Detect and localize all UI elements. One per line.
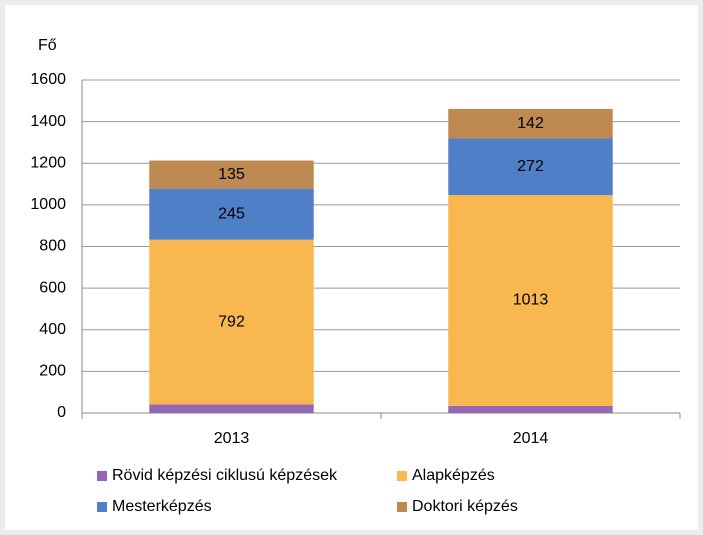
bar-segment [149, 188, 314, 240]
y-tick-label: 0 [57, 404, 66, 421]
bar-segment [149, 404, 314, 413]
legend-swatch [397, 471, 407, 481]
y-axis-label: Fő [38, 37, 57, 54]
data-label: 245 [218, 205, 245, 222]
bar-segment [149, 160, 314, 189]
x-tick-label: 2014 [513, 430, 549, 447]
y-tick-label: 400 [39, 321, 66, 338]
data-label: 792 [218, 313, 245, 330]
y-tick-label: 800 [39, 238, 66, 255]
bar-segment [149, 239, 314, 405]
y-tick-label: 1400 [30, 113, 66, 130]
legend-label: Alapképzés [412, 467, 495, 484]
legend-swatch [97, 502, 107, 512]
bar-segment [448, 195, 613, 406]
bar-segment [448, 405, 613, 413]
y-tick-label: 200 [39, 363, 66, 380]
y-tick-label: 1000 [30, 196, 66, 213]
data-label: 142 [517, 115, 544, 132]
y-tick-label: 600 [39, 279, 66, 296]
legend-label: Rövid képzési ciklusú képzések [112, 467, 338, 484]
legend-label: Doktori képzés [412, 498, 518, 515]
data-label: 135 [218, 166, 245, 183]
bar-segment [448, 108, 613, 139]
legend-label: Mesterképzés [112, 498, 212, 515]
data-label: 272 [517, 158, 544, 175]
y-tick-label: 1600 [30, 71, 66, 88]
y-tick-label: 1200 [30, 154, 66, 171]
bar-segment [448, 138, 613, 196]
legend-swatch [97, 471, 107, 481]
data-label: 1013 [513, 292, 549, 309]
x-tick-label: 2013 [214, 430, 250, 447]
legend-swatch [397, 502, 407, 512]
